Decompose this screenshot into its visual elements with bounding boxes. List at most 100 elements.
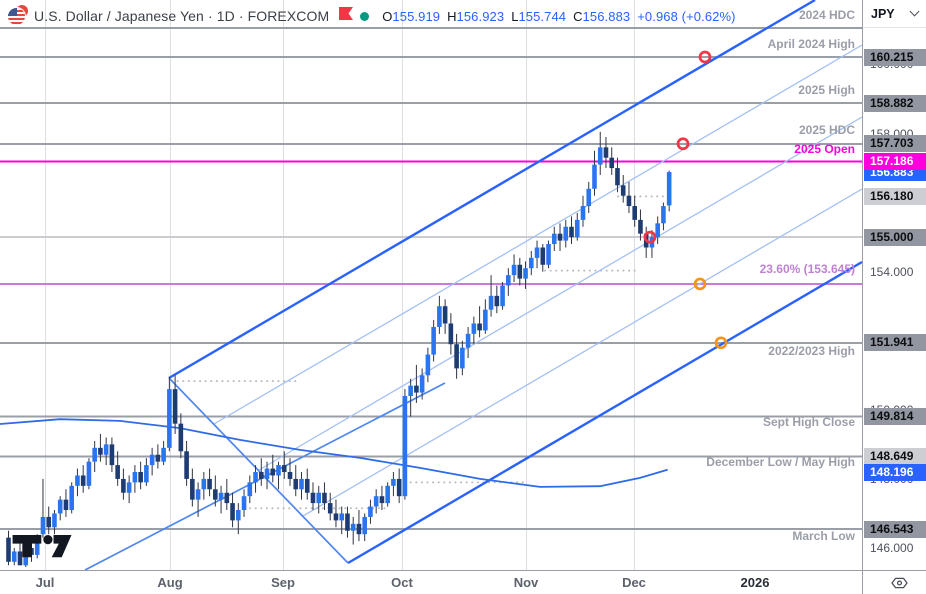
candle-up [408, 385, 413, 397]
trendline-inner [258, 116, 862, 471]
candle-down [615, 168, 620, 186]
trendline-inner [213, 44, 862, 425]
candle-up [40, 516, 46, 535]
open-label: O [382, 8, 393, 24]
candle-up [247, 482, 253, 497]
candle-up [201, 478, 207, 490]
candle-down [626, 195, 632, 207]
candle-down [477, 323, 482, 331]
candle-up [528, 257, 534, 269]
candle-down [63, 499, 69, 511]
candle-down [448, 323, 454, 345]
candle-down [356, 523, 362, 535]
candle-up [149, 454, 155, 466]
candle-up [86, 461, 92, 486]
candle-down [121, 478, 126, 493]
candle-down [638, 219, 643, 234]
candle-down [322, 492, 327, 504]
candle-down [345, 513, 350, 531]
candle-up [236, 510, 241, 521]
candle-down [213, 489, 218, 500]
candle-down [454, 344, 459, 369]
candle-up [592, 164, 597, 189]
candle-up [126, 482, 132, 493]
symbol-title[interactable]: U.S. Dollar / Japanese Yen · 1D · FOREXC… [34, 8, 330, 24]
low-value: 155.744 [518, 8, 567, 24]
flag-icon[interactable] [339, 7, 354, 25]
candle-up [666, 172, 672, 206]
candle-up [339, 513, 345, 521]
price-scale-settings-icon[interactable] [890, 576, 909, 594]
red-circle-marker [643, 230, 657, 244]
candle-up [597, 147, 603, 165]
red-circle-marker [676, 137, 690, 151]
chart-canvas[interactable]: 2024 HDC April 2024 High 2025 High 2025 HDC… [0, 0, 862, 570]
market-status-icon[interactable] [360, 11, 370, 21]
candle-down [270, 468, 276, 476]
candle-up [52, 513, 57, 528]
candle-down [190, 478, 195, 500]
time-axis-label: 2026 [740, 575, 770, 590]
candle-up [92, 447, 97, 462]
candle-up [103, 444, 109, 455]
tradingview-logo[interactable] [12, 535, 108, 558]
candle-up [437, 306, 442, 327]
candle-up [385, 485, 390, 504]
time-axis-label: Aug [157, 575, 183, 590]
candle-down [540, 247, 546, 265]
candle-down [569, 226, 574, 238]
candle-down [184, 451, 189, 479]
candle-up [264, 468, 270, 479]
candle-down [414, 385, 419, 393]
candlestick-chart[interactable] [0, 0, 862, 570]
candle-up [460, 347, 465, 369]
candle-down [258, 472, 264, 479]
candle-down [109, 444, 115, 466]
currency-label: JPY [871, 6, 895, 21]
candle-up [661, 206, 666, 224]
candle-down [178, 423, 184, 452]
candle-up [402, 396, 408, 497]
price-label-dark: 151.941 [864, 334, 926, 352]
candle-up [167, 389, 172, 448]
candle-up [299, 478, 304, 490]
time-axis-label: Nov [513, 575, 539, 590]
price-label-dark: 155.000 [864, 228, 926, 246]
candle-up [655, 223, 660, 238]
candle-down [632, 206, 638, 220]
candle-up [69, 485, 74, 511]
candle-up [586, 188, 592, 207]
candle-down [396, 478, 402, 497]
candle-down [310, 492, 316, 504]
trendline-thick [347, 260, 862, 565]
candle-down [609, 157, 615, 169]
candle-up [551, 233, 557, 245]
candle-down [46, 516, 52, 528]
time-axis[interactable]: Jul Aug Sep Oct Nov Dec 2026 [0, 570, 926, 594]
candle-up [431, 326, 436, 355]
candle-up [368, 506, 373, 517]
candle-up [218, 492, 224, 500]
candle-up [144, 465, 149, 483]
currency-selector[interactable]: JPY [863, 0, 926, 28]
candle-up [471, 323, 477, 334]
candle-down [293, 478, 299, 490]
moving-average-line [0, 418, 668, 488]
price-axis[interactable]: JPY 160.000158.000154.000150.000148.0001… [862, 0, 926, 570]
price-label-blue: 148.196 [864, 463, 926, 481]
candle-down [98, 447, 103, 455]
candle-up [563, 226, 569, 241]
open-value: 155.919 [392, 8, 441, 24]
candle-up [75, 475, 80, 486]
candle-up [511, 264, 517, 276]
axis-corner-divider [862, 571, 863, 594]
candle-down [6, 537, 11, 562]
candle-up [316, 492, 322, 504]
ohlc-readout: O155.919 H156.923 L155.744 C156.883 +0.9… [382, 9, 735, 24]
candle-up [574, 219, 580, 238]
candle-down [442, 306, 448, 324]
interval-label: 1D [216, 8, 235, 24]
symbol-legend: U.S. Dollar / Japanese Yen · 1D · FOREXC… [8, 4, 736, 26]
candle-up [419, 375, 425, 393]
candle-up [132, 472, 138, 483]
